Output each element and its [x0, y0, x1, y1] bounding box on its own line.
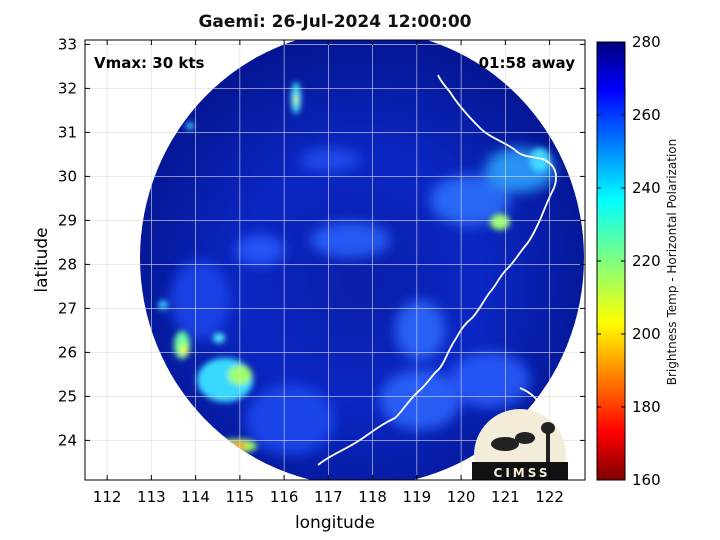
y-tick-label: 32 [58, 79, 77, 97]
y-tick-label: 25 [58, 387, 77, 405]
x-tick-label: 116 [270, 488, 299, 506]
x-axis: 112 113 114 115 116 117 118 119 120 121 122 [93, 40, 564, 506]
colorbar-tick-label: 260 [632, 106, 661, 124]
vmax-annotation: Vmax: 30 kts [94, 54, 204, 72]
colorbar-tick-label: 240 [632, 179, 661, 197]
y-axis-label: latitude [32, 227, 52, 292]
colorbar-tick-label: 200 [632, 325, 661, 343]
y-tick-label: 29 [58, 211, 77, 229]
cimss-logo: CIMSS [472, 409, 568, 480]
y-tick-label: 28 [58, 255, 77, 273]
chart-title: Gaemi: 26-Jul-2024 12:00:00 [198, 12, 472, 32]
colorbar [596, 41, 626, 481]
colorbar-tick-label: 160 [632, 471, 661, 489]
axes-frame [84, 39, 586, 481]
colorbar-tick-label: 180 [632, 398, 661, 416]
x-tick-label: 121 [491, 488, 520, 506]
x-tick-label: 122 [535, 488, 564, 506]
x-tick-label: 117 [314, 488, 343, 506]
time-away-annotation: 01:58 away [479, 54, 576, 72]
x-tick-label: 118 [358, 488, 387, 506]
x-tick-label: 113 [137, 488, 166, 506]
x-tick-label: 119 [403, 488, 432, 506]
y-tick-label: 27 [58, 299, 77, 317]
x-tick-label: 114 [181, 488, 210, 506]
y-tick-label: 30 [58, 167, 77, 185]
y-tick-label: 26 [58, 343, 77, 361]
gridlines [85, 40, 585, 480]
x-axis-label: longitude [295, 513, 375, 533]
y-tick-label: 31 [58, 123, 77, 141]
y-tick-label: 33 [58, 35, 77, 53]
colorbar-tick-label: 280 [632, 33, 661, 51]
y-tick-label: 24 [58, 431, 77, 449]
colorbar-label: Brightness Temp - Horizontal Polarizatio… [665, 138, 679, 386]
x-tick-label: 112 [93, 488, 122, 506]
y-axis: 24 25 26 27 28 29 30 31 32 33 [58, 35, 585, 449]
colorbar-ticks: 280 260 240 220 200 180 160 [597, 33, 661, 489]
colorbar-tick-label: 220 [632, 252, 661, 270]
x-tick-label: 120 [447, 488, 476, 506]
logo-text: CIMSS [494, 466, 551, 480]
x-tick-label: 115 [226, 488, 255, 506]
brightness-field [158, 82, 555, 455]
